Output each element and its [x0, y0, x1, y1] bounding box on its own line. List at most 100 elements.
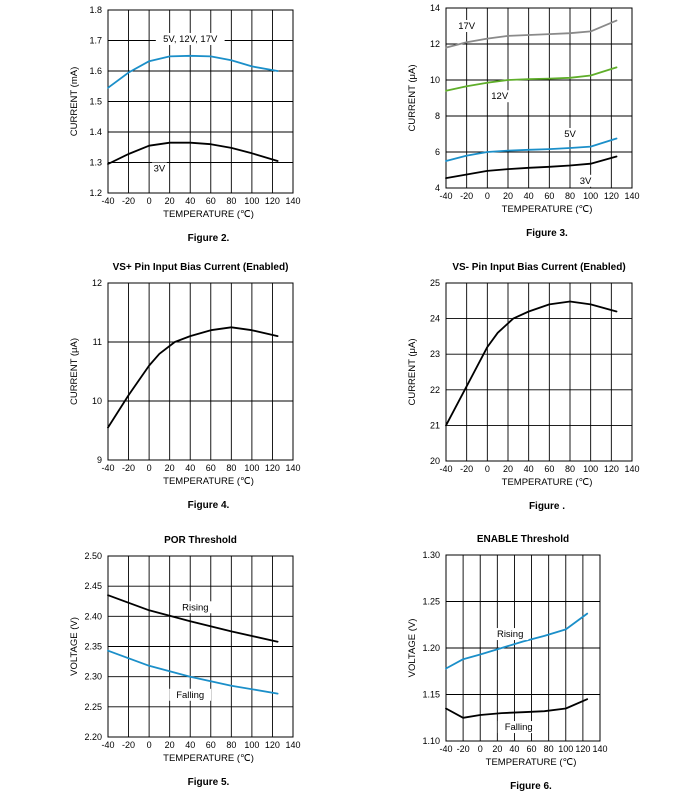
chart-fig2: -40 -20 0 20 40 60 80 100 120 140 1.2 1.3 1.4 1.5 1.6 1… — [69, 5, 301, 244]
series-label: 17V — [458, 21, 476, 32]
y-tick-label: 1.8 — [89, 5, 102, 15]
chart-title: VS- Pin Input Bias Current (Enabled) — [452, 262, 625, 273]
series-label-background — [177, 601, 214, 614]
series-label-background — [497, 721, 540, 734]
x-tick-label: 40 — [185, 196, 195, 206]
x-tick-label: 20 — [492, 744, 502, 754]
y-tick-label: 4 — [435, 183, 440, 193]
plot-frame — [107, 9, 294, 194]
x-tick-label: -20 — [122, 740, 135, 750]
y-tick-label: 1.4 — [89, 127, 102, 137]
plot-frame — [107, 282, 294, 461]
x-tick-label: 60 — [206, 463, 216, 473]
y-tick-label: 1.25 — [422, 597, 440, 607]
x-tick-label: 120 — [604, 464, 619, 474]
x-tick-label: 140 — [285, 740, 300, 750]
y-tick-label: 12 — [92, 278, 102, 288]
series-label-background — [456, 20, 477, 32]
figure-caption: Figure 2. — [188, 233, 230, 244]
y-tick-label: 2.35 — [84, 642, 102, 652]
y-tick-label: 20 — [430, 456, 440, 466]
x-tick-label: 140 — [285, 463, 300, 473]
x-tick-label: 20 — [503, 464, 513, 474]
x-tick-label: -40 — [101, 196, 114, 206]
x-tick-label: 140 — [592, 744, 607, 754]
y-tick-label: 2.30 — [84, 672, 102, 682]
x-tick-label: 40 — [524, 464, 534, 474]
plot-frame — [445, 7, 633, 189]
x-tick-label: -20 — [457, 744, 470, 754]
x-tick-label: -20 — [122, 196, 135, 206]
x-axis-label: TEMPERATURE (℃) — [486, 757, 577, 768]
series-line-falling — [445, 698, 589, 719]
x-tick-label: 100 — [583, 464, 598, 474]
series-label: Falling — [505, 722, 533, 733]
x-tick-label: 60 — [206, 740, 216, 750]
x-axis-label: TEMPERATURE (℃) — [163, 209, 254, 220]
y-axis-label: VOLTAGE (V) — [407, 619, 418, 678]
x-tick-label: 20 — [165, 463, 175, 473]
x-tick-label: -40 — [439, 191, 452, 201]
chart-fig4: VS+ Pin Input Bias Current (Enabled) -40-… — [69, 262, 301, 511]
y-tick-label: 1.30 — [422, 550, 440, 560]
x-tick-label: 0 — [147, 740, 152, 750]
x-tick-label: -20 — [122, 463, 135, 473]
x-tick-label: 120 — [265, 196, 280, 206]
series-label: 3V — [154, 164, 166, 175]
y-axis-label: CURRENT (μA) — [407, 64, 418, 131]
x-tick-label: 100 — [558, 744, 573, 754]
x-tick-label: 100 — [244, 196, 259, 206]
x-tick-label: 80 — [544, 744, 554, 754]
x-tick-label: 140 — [285, 196, 300, 206]
series-label-background — [491, 628, 529, 641]
series-label-background — [155, 32, 225, 45]
chart-title: ENABLE Threshold — [477, 534, 569, 545]
x-tick-label: 60 — [527, 744, 537, 754]
y-tick-label: 2.50 — [84, 551, 102, 561]
x-tick-label: -40 — [439, 744, 452, 754]
x-tick-label: 120 — [265, 740, 280, 750]
x-tick-label: 40 — [185, 740, 195, 750]
y-tick-label: 25 — [430, 278, 440, 288]
series-label-background — [562, 128, 578, 140]
x-tick-label: 100 — [583, 191, 598, 201]
y-tick-label: 8 — [435, 111, 440, 121]
x-tick-label: 20 — [165, 740, 175, 750]
series-label: 5V, 12V, 17V — [163, 34, 218, 45]
figure-caption: Figure 6. — [510, 781, 552, 792]
x-tick-label: 40 — [509, 744, 519, 754]
y-tick-label: 1.2 — [89, 188, 102, 198]
x-tick-label: 80 — [226, 463, 236, 473]
y-tick-label: 6 — [435, 147, 440, 157]
x-tick-label: 80 — [226, 740, 236, 750]
y-axis-label: VOLTAGE (V) — [69, 617, 80, 676]
x-tick-label: 20 — [503, 191, 513, 201]
x-tick-label: 120 — [265, 463, 280, 473]
y-tick-label: 2.45 — [84, 581, 102, 591]
series-label: 5V — [564, 129, 576, 140]
x-tick-label: -20 — [460, 464, 473, 474]
chart-fig3: -40 -20 0 20 40 60 80 100 120 140 4 6 8 10 12 14 TEMPERA… — [407, 3, 640, 239]
x-tick-label: 120 — [575, 744, 590, 754]
series-line-17v — [445, 19, 618, 49]
series-label: 3V — [580, 176, 592, 187]
series-label-background — [578, 174, 593, 187]
series-line-3v — [107, 141, 279, 165]
y-tick-label: 1.15 — [422, 690, 440, 700]
x-tick-label: 60 — [206, 196, 216, 206]
series-line-3v — [445, 155, 618, 180]
plot-frame — [445, 282, 633, 462]
y-tick-label: 1.20 — [422, 643, 440, 653]
plot-frame — [445, 554, 601, 742]
y-tick-label: 1.3 — [89, 158, 102, 168]
y-tick-label: 1.10 — [422, 736, 440, 746]
x-axis-label: TEMPERATURE (℃) — [163, 753, 254, 764]
series-line-5v-12v-17v — [107, 54, 279, 89]
series-line — [107, 326, 279, 429]
series-label-background — [169, 688, 212, 701]
x-tick-label: 20 — [165, 196, 175, 206]
x-tick-label: 80 — [226, 196, 236, 206]
x-axis-label: TEMPERATURE (℃) — [502, 204, 593, 215]
y-tick-label: 2.40 — [84, 611, 102, 621]
